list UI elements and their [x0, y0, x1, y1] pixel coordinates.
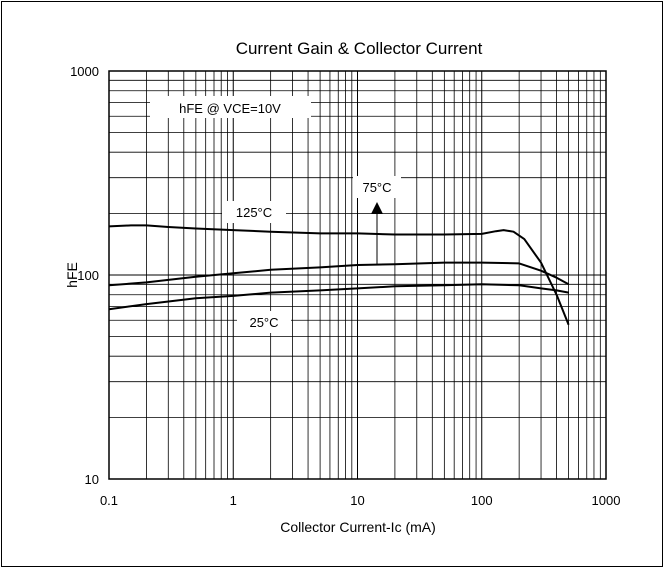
- y-tick-label: 10: [85, 472, 99, 487]
- series-line-25c: [108, 283, 569, 311]
- x-tick-label: 0.1: [100, 493, 118, 508]
- annotation-75-bg: [353, 176, 401, 198]
- condition-label-bg: [150, 96, 311, 118]
- x-tick-label: 100: [471, 493, 493, 508]
- annotation-25-bg: [237, 311, 291, 333]
- x-tick-label: 10: [350, 493, 364, 508]
- chart-title: Current Gain & Collector Current: [236, 39, 483, 58]
- annotation-75c-arrow-head: [371, 202, 383, 214]
- x-tick-label: 1: [230, 493, 237, 508]
- series-layer: [108, 224, 570, 326]
- annotation-25c: 25°C: [249, 315, 278, 330]
- condition-label: hFE @ VCE=10V: [179, 101, 281, 116]
- y-tick-label: 100: [77, 268, 99, 283]
- x-tick-label: 1000: [592, 493, 621, 508]
- series-line-75c: [108, 261, 570, 287]
- y-axis-label: hFE: [64, 262, 80, 288]
- x-axis-label: Collector Current-Ic (mA): [280, 519, 436, 535]
- plot-border: [108, 70, 607, 480]
- series-line-125c: [108, 224, 570, 326]
- y-tick-label: 1000: [70, 64, 99, 79]
- annotation-75c: 75°C: [362, 180, 391, 195]
- annotation-125c: 125°C: [236, 205, 272, 220]
- tick-layer: 0.1 1 10 100 1000 1000 100 10: [70, 64, 620, 508]
- annotation-125-bg: [222, 201, 286, 223]
- grid: [109, 71, 606, 479]
